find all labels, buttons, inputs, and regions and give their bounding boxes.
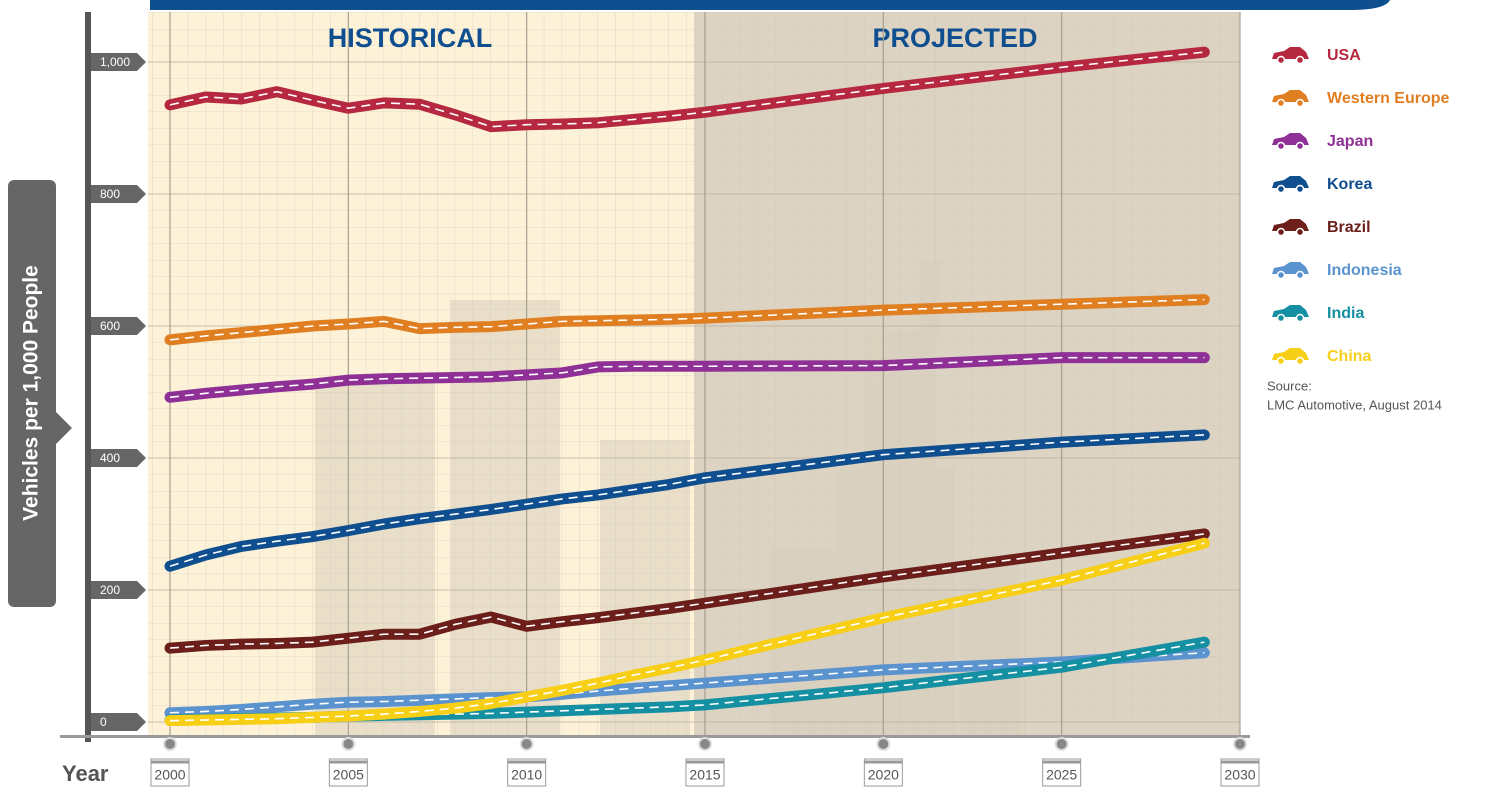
y-tick-tag [91, 53, 146, 71]
x-tick-dot [341, 737, 356, 751]
legend-icon-wheel [1276, 270, 1286, 280]
legend-label: China [1327, 348, 1372, 365]
x-tick-label: 2000 [154, 767, 185, 783]
y-tick-label: 1,000 [100, 55, 130, 69]
y-tick-tag [91, 449, 146, 467]
legend-icon-wheel [1295, 98, 1305, 108]
legend-icon-wheel [1295, 227, 1305, 237]
legend-icon-wheel [1295, 270, 1305, 280]
legend-icon [1272, 305, 1309, 317]
line-dash [169, 434, 1205, 568]
y-tick-tag [91, 185, 146, 203]
source: LMC Automotive, August 2014 [1267, 397, 1442, 412]
legend-icon-wheel [1276, 98, 1286, 108]
legend-icon-wheel [1295, 184, 1305, 194]
legend-icon [1272, 47, 1309, 59]
legend-icon-wheel [1295, 356, 1305, 366]
line-dash [169, 356, 1205, 399]
line-dash [169, 651, 1205, 714]
x-tick-dot [876, 737, 891, 751]
legend-label: India [1327, 305, 1364, 322]
legend-label: Western Europe [1327, 90, 1450, 107]
y-tick-label: 0 [100, 715, 107, 729]
legend-icon-wheel [1276, 356, 1286, 366]
y-tick-label: 400 [100, 451, 120, 465]
y-tick-tag [91, 713, 146, 731]
x-axis-line [60, 735, 1250, 738]
legend-icon-wheel [1276, 141, 1286, 151]
y-axis-line [85, 12, 91, 742]
legend-icon-wheel [1295, 55, 1305, 65]
legend-icon-wheel [1295, 141, 1305, 151]
x-tick-dot [519, 737, 534, 751]
y-axis-title: Vehicles per 1,000 People [20, 265, 43, 521]
legend-icon-wheel [1276, 227, 1286, 237]
legend-icon-wheel [1276, 313, 1286, 323]
legend-label: Japan [1327, 133, 1373, 150]
legend-label: Indonesia [1327, 262, 1402, 279]
x-tick-label: 2030 [1224, 767, 1255, 783]
y-tick-label: 600 [100, 319, 120, 333]
legend-icon-wheel [1295, 313, 1305, 323]
y-label-pointer [56, 412, 72, 444]
x-axis-title: Year [62, 761, 109, 786]
top-banner [150, 0, 1390, 10]
x-tick-label: 2025 [1046, 767, 1077, 783]
x-tick-dot [698, 737, 712, 751]
x-tick-dot [1054, 737, 1069, 751]
minor-grid [148, 12, 1240, 735]
y-tick-tag [91, 581, 146, 599]
x-tick-label: 2015 [689, 767, 720, 783]
line-dash [169, 298, 1205, 341]
x-tick-dot [1233, 737, 1247, 751]
legend-icon [1272, 176, 1309, 188]
line-dash [169, 542, 1205, 722]
annotation: PROJECTED [872, 23, 1037, 53]
x-tick-dot [163, 737, 177, 751]
legend-icon-wheel [1276, 184, 1286, 194]
annotation: HISTORICAL [328, 23, 493, 53]
legend-icon [1272, 262, 1309, 274]
y-label-box [8, 180, 56, 607]
x-tick-label: 2010 [511, 767, 542, 783]
y-tick-label: 800 [100, 187, 120, 201]
x-tick-label: 2005 [333, 767, 364, 783]
legend-icon-wheel [1276, 55, 1286, 65]
legend-icon [1272, 219, 1309, 231]
legend-icon [1272, 348, 1309, 360]
legend-label: Brazil [1327, 219, 1371, 236]
x-tick-label: 2020 [868, 767, 899, 783]
source: Source: [1267, 378, 1312, 393]
legend-label: Korea [1327, 176, 1372, 193]
legend-icon [1272, 133, 1309, 145]
y-tick-label: 200 [100, 583, 120, 597]
line-dash [169, 51, 1205, 128]
y-tick-tag [91, 317, 146, 335]
legend-label: USA [1327, 47, 1361, 64]
legend-icon [1272, 90, 1309, 102]
line-dash [169, 533, 1205, 649]
